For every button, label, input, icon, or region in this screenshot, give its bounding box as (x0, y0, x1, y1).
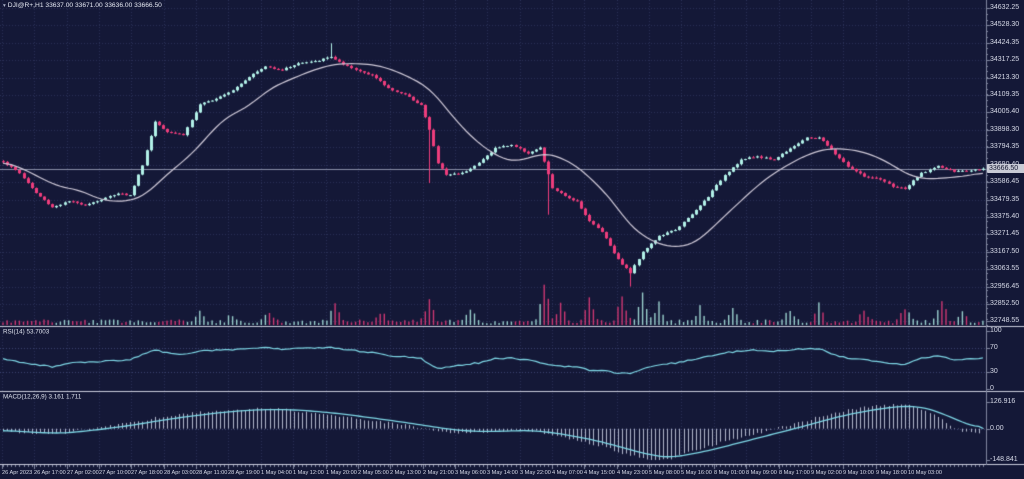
time-axis-label: 5 May 16:00 (681, 470, 712, 476)
price-axis-label: 34109.35 (990, 91, 1020, 98)
rsi-axis-label: 30 (990, 368, 998, 375)
price-axis-label: 32748.55 (990, 317, 1020, 324)
time-axis-label: 1 May 04:00 (261, 470, 292, 476)
macd-axis-label: -148.841 (990, 456, 1018, 463)
time-axis-label: 9 May 02:00 (811, 470, 842, 476)
price-axis-label: 34424.35 (990, 39, 1020, 46)
price-axis-label: 33479.35 (990, 196, 1020, 203)
price-axis-label: 34005.40 (990, 108, 1020, 115)
time-axis-label: 28 Apr 19:00 (228, 470, 260, 476)
time-axis-label: 3 May 06:00 (455, 470, 486, 476)
time-axis-label: 3 May 14:00 (487, 470, 518, 476)
price-axis-label: 33375.40 (990, 213, 1020, 220)
time-axis-label: 27 Apr 18:00 (131, 470, 163, 476)
price-axis-label: 33063.55 (990, 265, 1020, 272)
time-axis-label: 28 Apr 03:00 (164, 470, 196, 476)
macd-axis-label: 0.00 (990, 425, 1004, 432)
rsi-indicator-label: RSI(14) 53.7003 (3, 329, 50, 336)
time-axis-label: 26 Apr 17:00 (34, 470, 66, 476)
rsi-axis-label: 70 (990, 344, 998, 351)
time-axis-label: 9 May 10:00 (843, 470, 874, 476)
price-axis-label: 34632.25 (990, 4, 1020, 11)
time-axis-label: 2 May 13:00 (390, 470, 421, 476)
time-axis-label: 26 Apr 2023 (2, 470, 33, 476)
price-axis-label: 33167.50 (990, 248, 1020, 255)
price-axis-label: 34317.25 (990, 56, 1020, 63)
time-axis-label: 1 May 12:00 (293, 470, 324, 476)
time-axis-label: 8 May 09:00 (746, 470, 777, 476)
time-axis-label: 1 May 20:00 (326, 470, 357, 476)
time-axis-label: 3 May 22:00 (520, 470, 551, 476)
current-price-tag: 33666.50 (987, 164, 1024, 173)
time-axis-label: 9 May 18:00 (876, 470, 907, 476)
chart-title: ▾ DJI@R+,H1 33637.00 33671.00 33636.00 33… (3, 2, 162, 9)
time-axis-label: 10 May 03:00 (908, 470, 942, 476)
price-axis-label: 32852.50 (990, 300, 1020, 307)
price-axis-label: 34528.30 (990, 21, 1020, 28)
time-axis-label: 4 May 15:00 (584, 470, 615, 476)
rsi-axis-label: 0 (990, 385, 994, 392)
time-axis-label: 8 May 01:00 (714, 470, 745, 476)
time-axis-label: 4 May 23:00 (617, 470, 648, 476)
price-axis-label: 34213.30 (990, 74, 1020, 81)
symbol-marker-icon: ▾ (3, 2, 6, 9)
time-axis-label: 4 May 07:00 (552, 470, 583, 476)
price-axis-label: 33794.35 (990, 143, 1020, 150)
time-axis-label: 2 May 05:00 (358, 470, 389, 476)
time-axis-label: 27 Apr 02:00 (67, 470, 99, 476)
price-axis-label: 33271.45 (990, 230, 1020, 237)
time-axis-label: 28 Apr 11:00 (196, 470, 228, 476)
time-axis-label: 5 May 08:00 (649, 470, 680, 476)
time-axis-label: 27 Apr 10:00 (99, 470, 131, 476)
price-axis-label: 32956.45 (990, 283, 1020, 290)
rsi-axis-label: 100 (990, 327, 1002, 334)
macd-axis-label: 126.916 (990, 398, 1016, 405)
macd-indicator-label: MACD(12,26,9) 3.161 1.711 (3, 394, 82, 401)
price-axis-label: 33898.30 (990, 126, 1020, 133)
time-axis-label: 2 May 21:00 (423, 470, 454, 476)
ohlc-readout: DJI@R+,H1 33637.00 33671.00 33636.00 336… (7, 2, 162, 9)
time-axis-label: 8 May 17:00 (779, 470, 810, 476)
price-axis-label: 33586.45 (990, 178, 1020, 185)
